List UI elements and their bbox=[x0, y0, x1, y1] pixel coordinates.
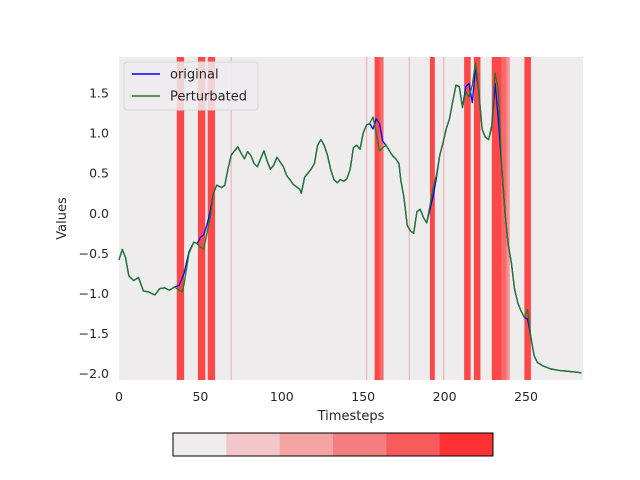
x-tick-label: 150 bbox=[351, 389, 375, 404]
highlight-band bbox=[207, 57, 216, 380]
colorbar-segment bbox=[279, 433, 334, 456]
x-tick-label: 250 bbox=[514, 389, 538, 404]
highlight-band bbox=[176, 57, 185, 380]
x-tick-label: 200 bbox=[433, 389, 457, 404]
x-axis-label: Timesteps bbox=[317, 409, 385, 424]
x-ticks: 0 50 100 150 200 250 bbox=[115, 389, 538, 404]
colorbar-outline bbox=[172, 432, 494, 457]
highlight-band bbox=[506, 57, 510, 380]
legend-perturbated-label: Perturbated bbox=[170, 90, 247, 105]
highlight-band bbox=[473, 57, 481, 380]
y-tick-label: 1.5 bbox=[89, 86, 109, 101]
y-tick-label: −1.5 bbox=[79, 326, 109, 341]
y-ticks: −2.0 −1.5 −1.0 −0.5 0.0 0.5 1.0 1.5 bbox=[79, 86, 109, 382]
y-tick-label: −1.0 bbox=[79, 286, 109, 301]
colorbar bbox=[173, 433, 494, 456]
highlight-band bbox=[230, 57, 232, 380]
highlight-band bbox=[408, 57, 410, 380]
highlight-band bbox=[491, 57, 502, 380]
highlight-band bbox=[366, 57, 368, 380]
colorbar-segment bbox=[173, 433, 227, 456]
colorbar-segment bbox=[439, 433, 494, 456]
highlight-band bbox=[429, 57, 435, 380]
legend-original-label: original bbox=[170, 68, 219, 83]
highlight-band bbox=[374, 57, 380, 380]
y-tick-label: −2.0 bbox=[79, 366, 109, 381]
y-axis-label: Values bbox=[55, 197, 70, 240]
highlight-band bbox=[443, 57, 445, 380]
highlight-band bbox=[379, 57, 384, 380]
highlight-bands bbox=[176, 57, 531, 380]
y-tick-label: −0.5 bbox=[79, 246, 109, 261]
highlight-band bbox=[464, 57, 471, 380]
colorbar-segment bbox=[386, 433, 441, 456]
series-line-perturbated bbox=[118, 61, 582, 374]
x-tick-label: 50 bbox=[192, 389, 208, 404]
x-tick-label: 0 bbox=[115, 389, 123, 404]
highlight-band bbox=[501, 57, 507, 380]
x-tick-label: 100 bbox=[270, 389, 294, 404]
legend: original Perturbated bbox=[123, 61, 259, 111]
colorbar-segment bbox=[226, 433, 281, 456]
series-lines bbox=[118, 61, 582, 374]
y-tick-label: 1.0 bbox=[89, 126, 109, 141]
y-tick-label: 0.5 bbox=[89, 166, 109, 181]
highlight-band bbox=[524, 57, 531, 380]
highlight-band bbox=[197, 57, 206, 380]
y-tick-label: 0.0 bbox=[89, 206, 109, 221]
colorbar-segment bbox=[333, 433, 387, 456]
